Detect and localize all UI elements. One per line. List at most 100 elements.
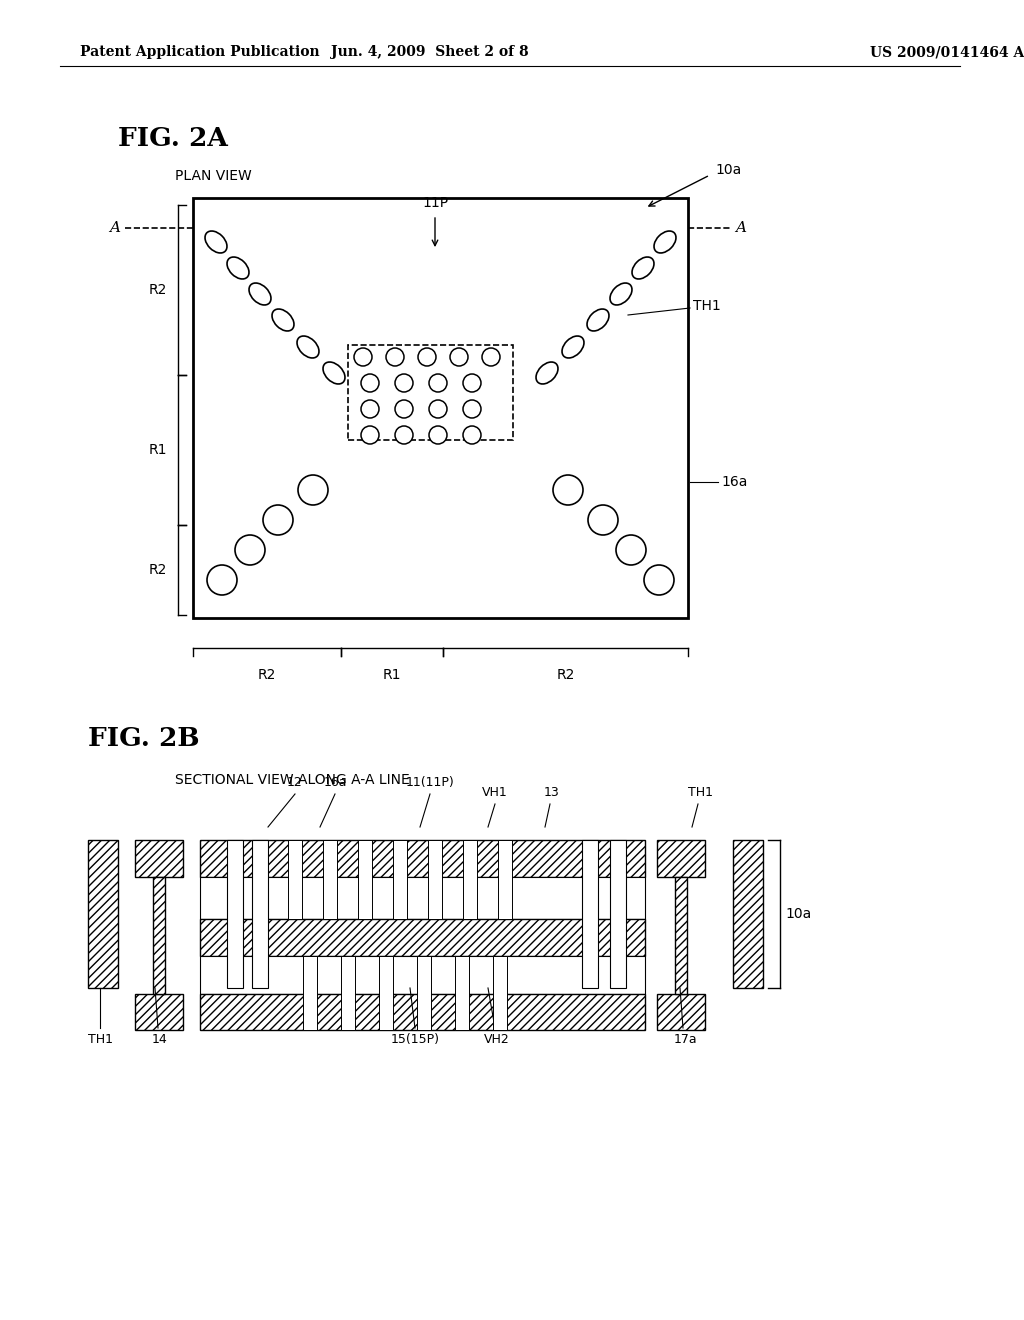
Bar (348, 345, 513, 440)
Text: Jun. 4, 2009  Sheet 2 of 8: Jun. 4, 2009 Sheet 2 of 8 (331, 45, 528, 59)
Bar (153, 876, 165, 994)
Ellipse shape (654, 231, 676, 253)
Bar (341, 956, 355, 1030)
Circle shape (298, 475, 328, 506)
Bar (610, 840, 626, 987)
Bar (733, 840, 763, 987)
Text: 10a: 10a (785, 907, 811, 921)
Text: R2: R2 (258, 668, 276, 682)
Bar (303, 956, 317, 1030)
Text: 14: 14 (153, 1034, 168, 1045)
Bar (455, 956, 469, 1030)
Bar (379, 956, 393, 1030)
Bar (323, 840, 337, 919)
Bar (417, 956, 431, 1030)
Circle shape (354, 348, 372, 366)
Text: FIG. 2A: FIG. 2A (118, 125, 228, 150)
Circle shape (429, 426, 447, 444)
Circle shape (234, 535, 265, 565)
Circle shape (463, 374, 481, 392)
Ellipse shape (610, 282, 632, 305)
Text: TH1: TH1 (693, 300, 721, 313)
Circle shape (386, 348, 404, 366)
Text: R2: R2 (556, 668, 574, 682)
Bar (252, 840, 268, 987)
Bar (200, 919, 645, 956)
Circle shape (463, 400, 481, 418)
Text: R1: R1 (383, 668, 401, 682)
Circle shape (450, 348, 468, 366)
Text: Patent Application Publication: Patent Application Publication (80, 45, 319, 59)
Ellipse shape (562, 337, 584, 358)
Circle shape (463, 426, 481, 444)
Ellipse shape (323, 362, 345, 384)
Text: R1: R1 (148, 444, 167, 457)
Bar (493, 956, 507, 1030)
Text: 11P: 11P (422, 195, 449, 210)
Bar (498, 840, 512, 919)
Text: A: A (735, 220, 746, 235)
Text: FIG. 2B: FIG. 2B (88, 726, 200, 751)
Bar (582, 840, 598, 987)
Text: 12: 12 (287, 776, 303, 789)
Bar (227, 840, 243, 987)
Bar (200, 956, 645, 994)
Circle shape (361, 400, 379, 418)
Text: TH1: TH1 (687, 785, 713, 799)
Text: R2: R2 (148, 282, 167, 297)
Circle shape (482, 348, 500, 366)
Circle shape (263, 506, 293, 535)
Bar (393, 840, 407, 919)
Bar (463, 840, 477, 919)
Ellipse shape (227, 257, 249, 279)
Text: R2: R2 (148, 564, 167, 577)
Text: 10a: 10a (715, 162, 741, 177)
Text: 15(15P): 15(15P) (390, 1034, 439, 1045)
Bar (657, 840, 705, 876)
Circle shape (553, 475, 583, 506)
Circle shape (395, 374, 413, 392)
Ellipse shape (205, 231, 227, 253)
Bar (88, 840, 118, 987)
Text: 16a: 16a (324, 776, 347, 789)
Circle shape (395, 426, 413, 444)
Bar (135, 840, 183, 876)
Bar (358, 840, 372, 919)
Bar (200, 840, 645, 876)
Text: VH2: VH2 (484, 1034, 510, 1045)
Circle shape (429, 400, 447, 418)
Bar (657, 994, 705, 1030)
Circle shape (395, 400, 413, 418)
Text: VH1: VH1 (482, 785, 508, 799)
Text: US 2009/0141464 A1: US 2009/0141464 A1 (870, 45, 1024, 59)
Circle shape (644, 565, 674, 595)
Bar (200, 994, 645, 1030)
Bar (675, 876, 687, 994)
Circle shape (616, 535, 646, 565)
Text: 13: 13 (544, 785, 560, 799)
Bar (193, 198, 688, 618)
Ellipse shape (632, 257, 654, 279)
Bar (428, 840, 442, 919)
Bar (288, 840, 302, 919)
Circle shape (361, 374, 379, 392)
Ellipse shape (536, 362, 558, 384)
Bar (200, 876, 645, 919)
Circle shape (361, 426, 379, 444)
Text: 17a: 17a (673, 1034, 696, 1045)
Circle shape (588, 506, 618, 535)
Text: A: A (109, 220, 120, 235)
Bar (135, 994, 183, 1030)
Ellipse shape (272, 309, 294, 331)
Text: PLAN VIEW: PLAN VIEW (175, 169, 252, 183)
Text: 11(11P): 11(11P) (406, 776, 455, 789)
Ellipse shape (587, 309, 609, 331)
Ellipse shape (297, 337, 319, 358)
Text: TH1: TH1 (87, 1034, 113, 1045)
Circle shape (418, 348, 436, 366)
Text: 16a: 16a (721, 475, 748, 488)
Text: SECTIONAL VIEW ALONG A-A LINE: SECTIONAL VIEW ALONG A-A LINE (175, 774, 410, 787)
Circle shape (207, 565, 237, 595)
Circle shape (429, 374, 447, 392)
Ellipse shape (249, 282, 271, 305)
